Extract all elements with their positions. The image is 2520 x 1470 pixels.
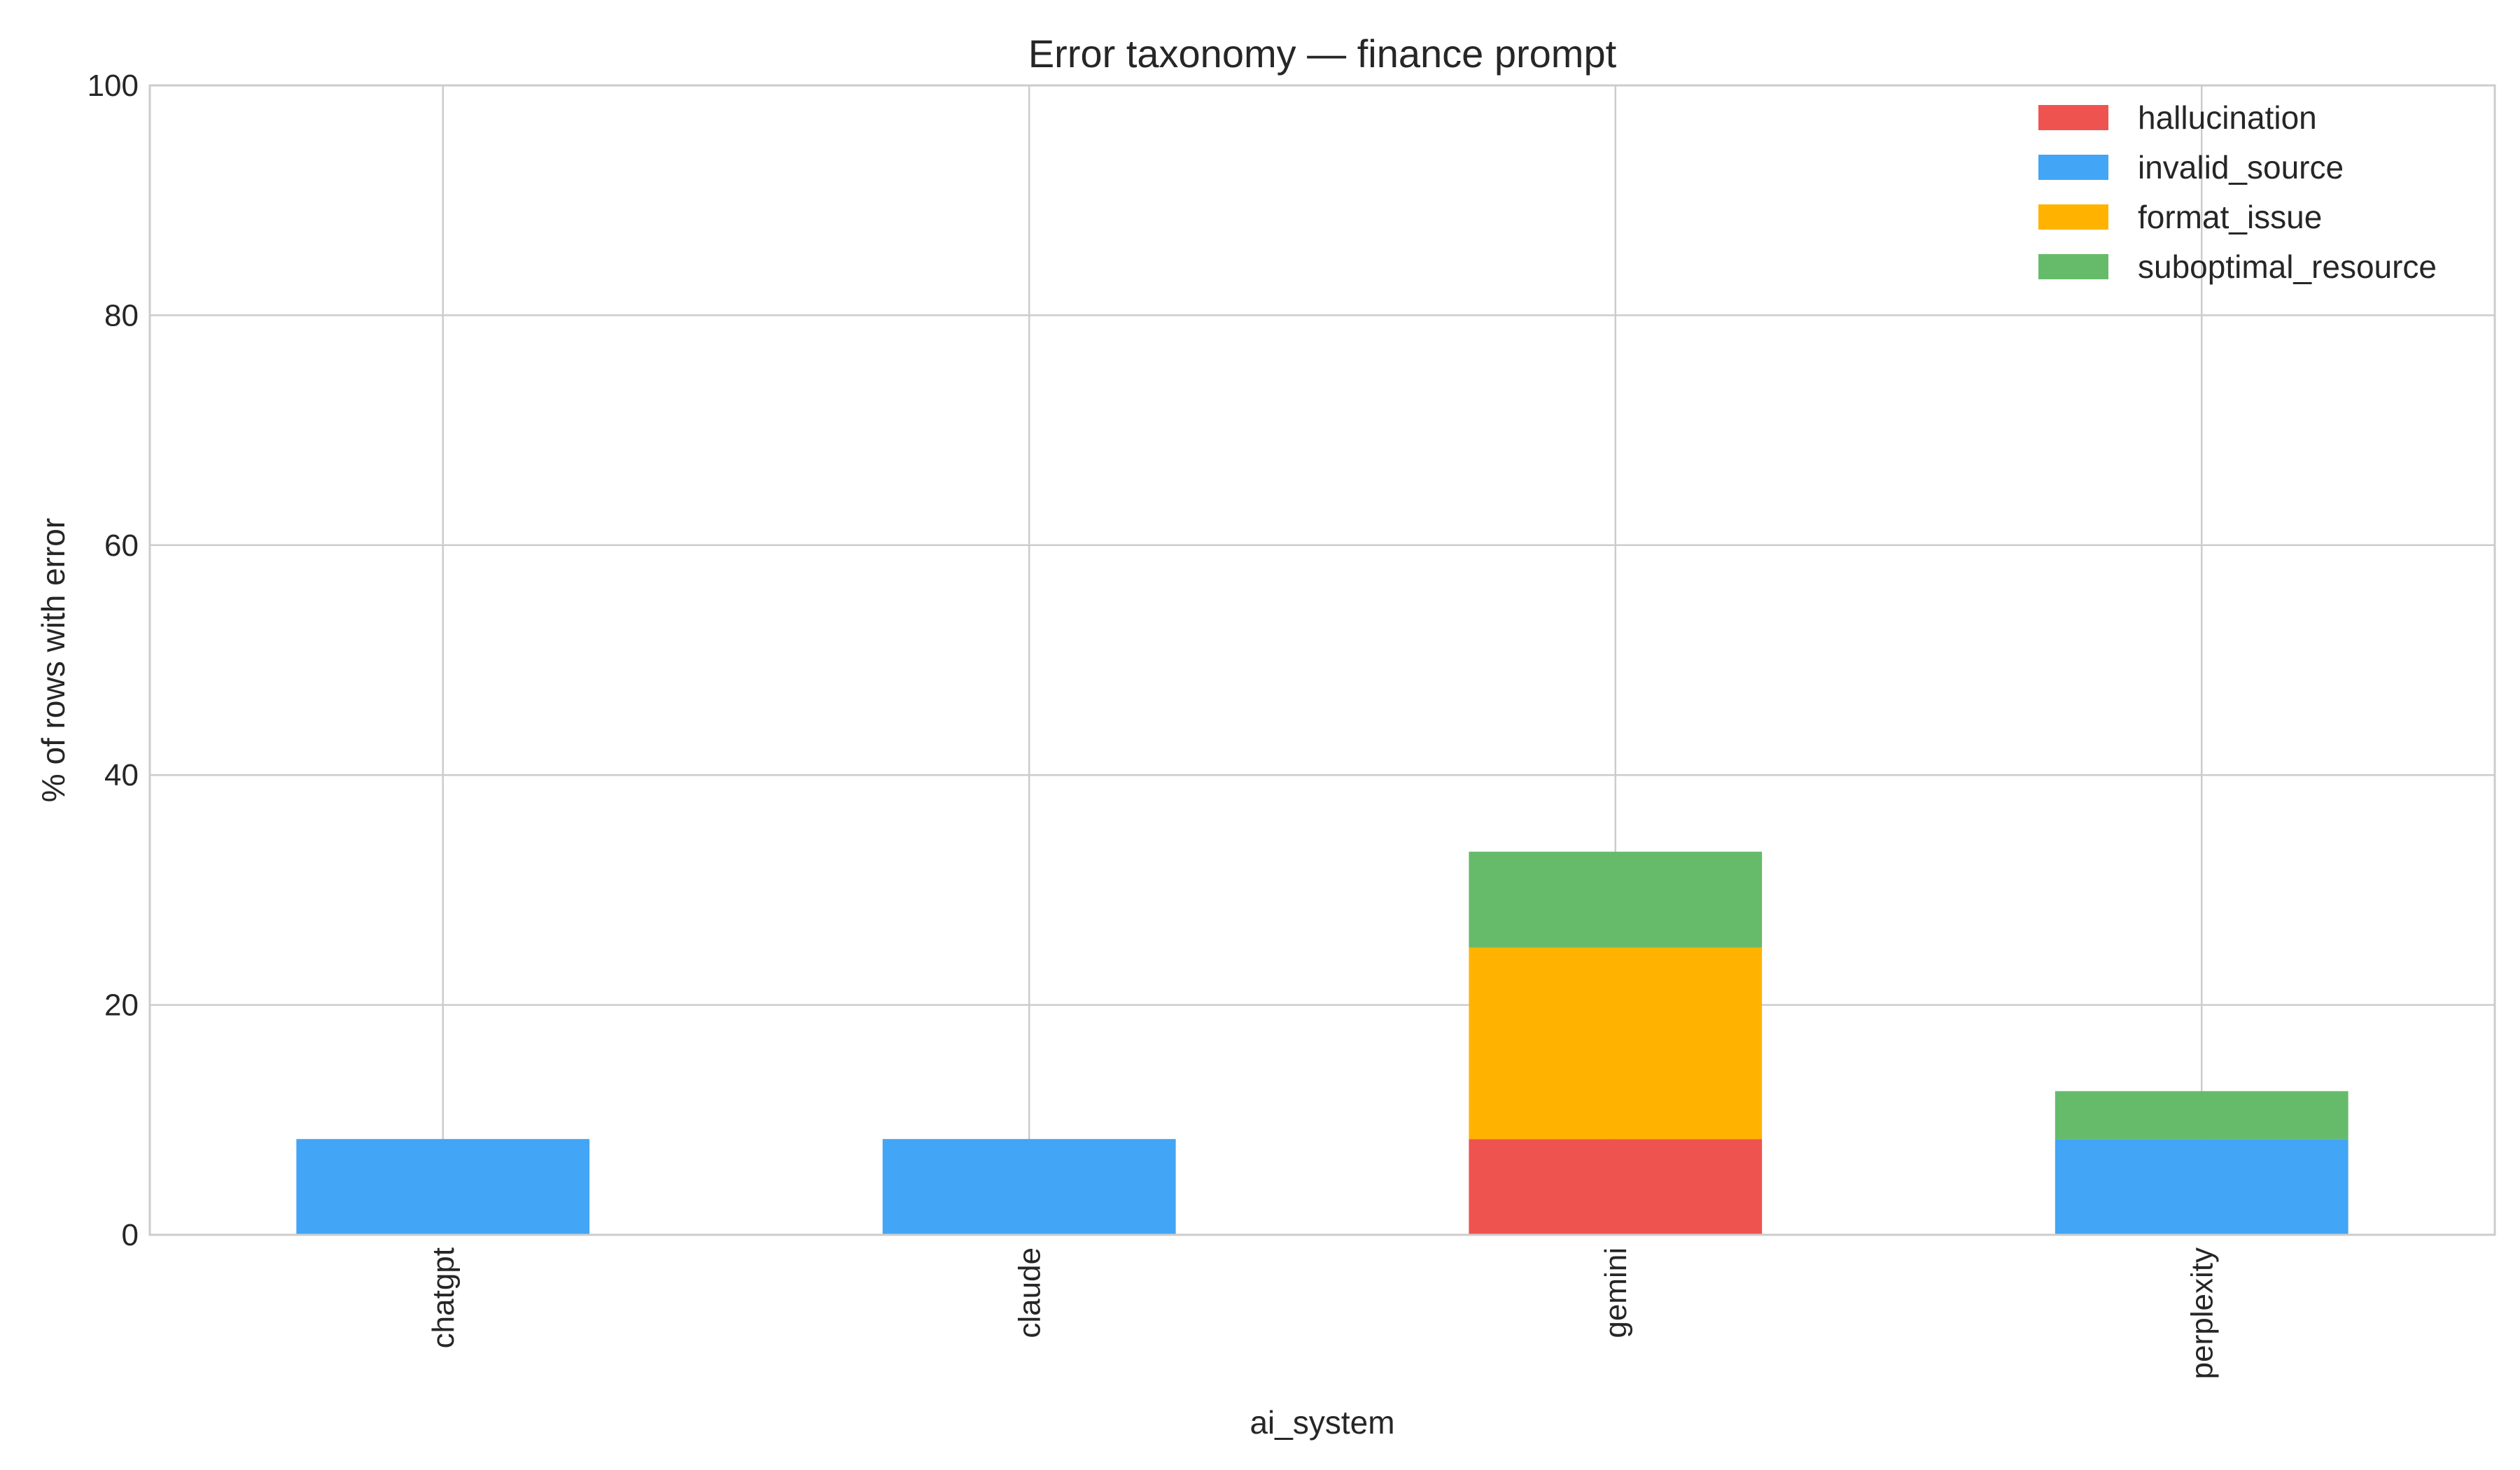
chart-title: Error taxonomy — finance prompt	[1028, 31, 1617, 76]
bar-invalid_source-claude	[882, 1139, 1176, 1235]
legend-swatch-hallucination	[2038, 105, 2108, 130]
bar-format_issue-gemini	[1469, 947, 1763, 1140]
legend-label-format_issue: format_issue	[2138, 199, 2322, 235]
x-axis-label: ai_system	[1250, 1404, 1394, 1441]
bars	[296, 851, 2348, 1235]
x-tick-label: claude	[1012, 1247, 1046, 1338]
y-tick-label: 40	[104, 758, 139, 792]
y-tick-label: 80	[104, 298, 139, 332]
y-ticks: 0 20 40 60 80 100	[88, 69, 139, 1252]
legend-swatch-suboptimal_resource	[2038, 254, 2108, 279]
x-tick-label: chatgpt	[426, 1247, 461, 1348]
y-tick-label: 100	[88, 69, 139, 103]
legend-label-hallucination: hallucination	[2138, 99, 2317, 136]
y-tick-label: 0	[122, 1218, 139, 1252]
x-tick-label: gemini	[1599, 1247, 1633, 1338]
bar-invalid_source-perplexity	[2054, 1139, 2348, 1235]
bar-suboptimal_resource-perplexity	[2054, 1091, 2348, 1140]
x-ticks: chatgpt claude gemini perplexity	[426, 1247, 2220, 1379]
legend-label-invalid_source: invalid_source	[2138, 149, 2344, 186]
plot-frame	[148, 84, 2496, 1236]
legend: hallucination invalid_source format_issues…	[2038, 99, 2437, 285]
legend-swatch-invalid_source	[2038, 155, 2108, 180]
legend-swatch-format_issue	[2038, 204, 2108, 230]
bar-hallucination-gemini	[1469, 1139, 1763, 1235]
y-tick-label: 20	[104, 988, 139, 1023]
y-axis-label: % of rows with error	[35, 518, 71, 802]
bar-invalid_source-chatgpt	[296, 1139, 590, 1235]
legend-label-suboptimal_resource: suboptimal_resource	[2138, 248, 2437, 285]
y-tick-label: 60	[104, 528, 139, 563]
bar-suboptimal_resource-gemini	[1469, 851, 1763, 948]
x-tick-label: perplexity	[2185, 1247, 2219, 1379]
